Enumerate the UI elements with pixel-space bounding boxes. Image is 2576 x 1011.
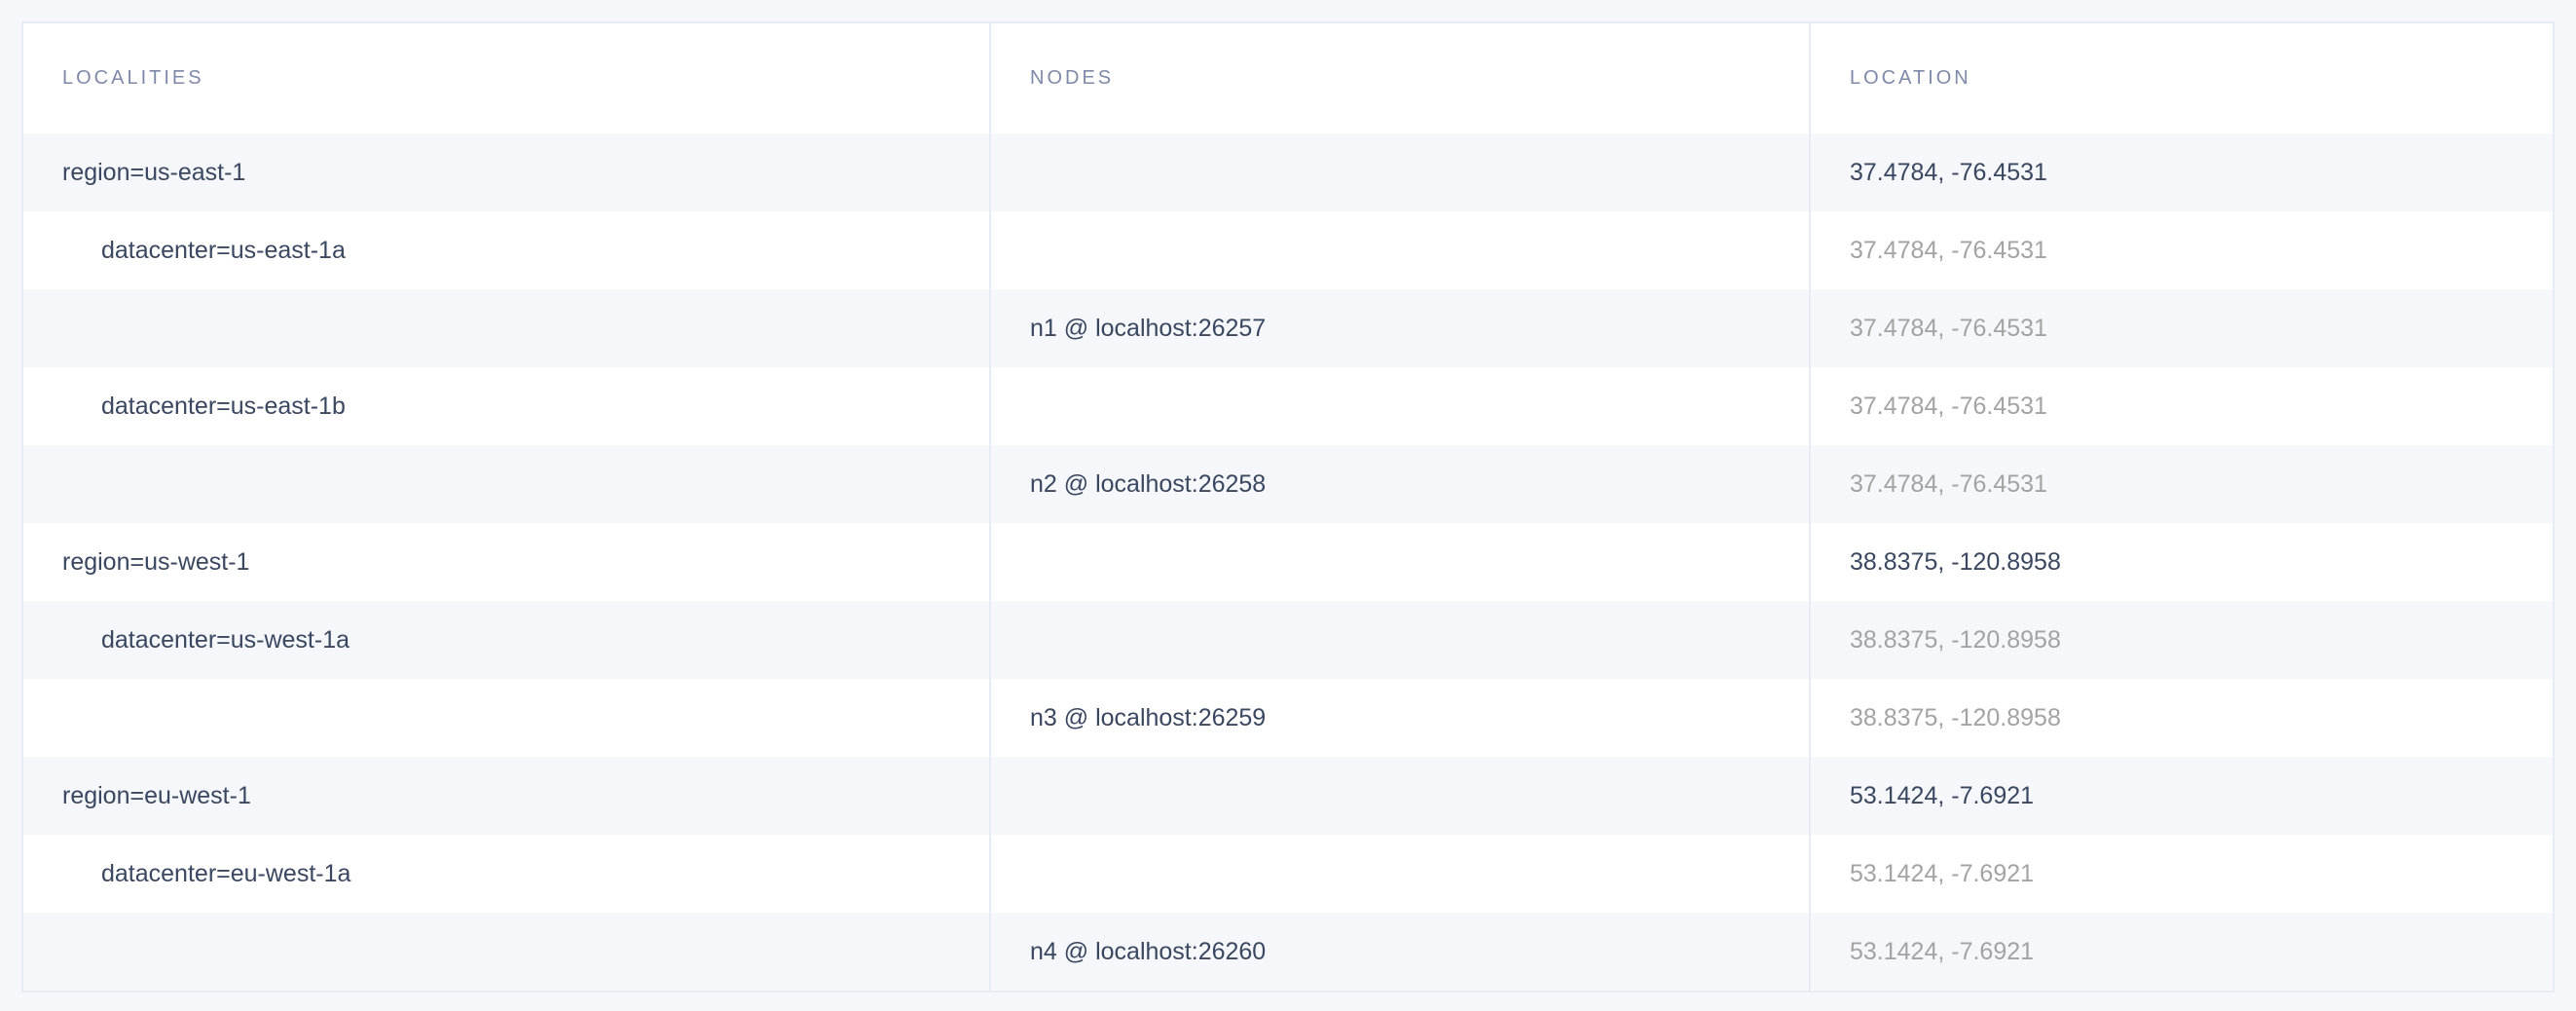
table-row: n4 @ localhost:26260 53.1424, -7.6921 [23,913,2553,991]
locality-cell: region=eu-west-1 [23,757,991,835]
table-row: n3 @ localhost:26259 38.8375, -120.8958 [23,679,2553,757]
location-cell: 37.4784, -76.4531 [1850,314,2047,342]
location-cell: 37.4784, -76.4531 [1850,392,2047,420]
location-cell: 37.4784, -76.4531 [1850,158,2047,186]
table-row: region=us-east-1 37.4784, -76.4531 [23,133,2553,211]
node-cell: n1 @ localhost:26257 [991,289,1811,367]
node-cell [991,835,1811,913]
table-row: region=us-west-1 38.8375, -120.8958 [23,523,2553,601]
location-cell: 38.8375, -120.8958 [1850,703,2061,731]
locality-cell: region=us-east-1 [23,133,991,211]
table-row: n1 @ localhost:26257 37.4784, -76.4531 [23,289,2553,367]
table-row: datacenter=eu-west-1a 53.1424, -7.6921 [23,835,2553,913]
node-cell [991,757,1811,835]
table-body: region=us-east-1 37.4784, -76.4531 datacen… [23,133,2553,991]
locality-cell: datacenter=us-east-1b [23,367,991,445]
node-cell [991,367,1811,445]
table-row: datacenter=us-west-1a 38.8375, -120.8958 [23,601,2553,679]
node-cell: n3 @ localhost:26259 [991,679,1811,757]
location-cell: 53.1424, -7.6921 [1850,859,2035,887]
table-row: datacenter=us-east-1a 37.4784, -76.4531 [23,211,2553,289]
location-cell: 38.8375, -120.8958 [1850,625,2061,654]
location-cell: 53.1424, -7.6921 [1850,781,2035,809]
table-row: datacenter=us-east-1b 37.4784, -76.4531 [23,367,2553,445]
table-header: LOCALITIES NODES LOCATION [23,23,2553,133]
node-cell: n2 @ localhost:26258 [991,445,1811,523]
locality-cell [23,445,991,523]
locality-cell [23,913,991,991]
header-localities: LOCALITIES [23,23,991,133]
location-cell: 37.4784, -76.4531 [1850,236,2047,264]
locality-cell: region=us-west-1 [23,523,991,601]
table-row: n2 @ localhost:26258 37.4784, -76.4531 [23,445,2553,523]
location-cell: 38.8375, -120.8958 [1850,547,2061,576]
header-nodes: NODES [991,23,1811,133]
header-location: LOCATION [1850,67,1971,89]
locality-cell: datacenter=eu-west-1a [23,835,991,913]
node-cell: n4 @ localhost:26260 [991,913,1811,991]
localities-table: LOCALITIES NODES LOCATION region=us-east… [21,21,2555,992]
table-row: region=eu-west-1 53.1424, -7.6921 [23,757,2553,835]
node-cell [991,133,1811,211]
node-cell [991,601,1811,679]
location-cell: 37.4784, -76.4531 [1850,469,2047,498]
node-cell [991,211,1811,289]
locality-cell [23,679,991,757]
node-cell [991,523,1811,601]
locality-cell: datacenter=us-west-1a [23,601,991,679]
locality-cell: datacenter=us-east-1a [23,211,991,289]
locality-cell [23,289,991,367]
location-cell: 53.1424, -7.6921 [1850,937,2035,965]
